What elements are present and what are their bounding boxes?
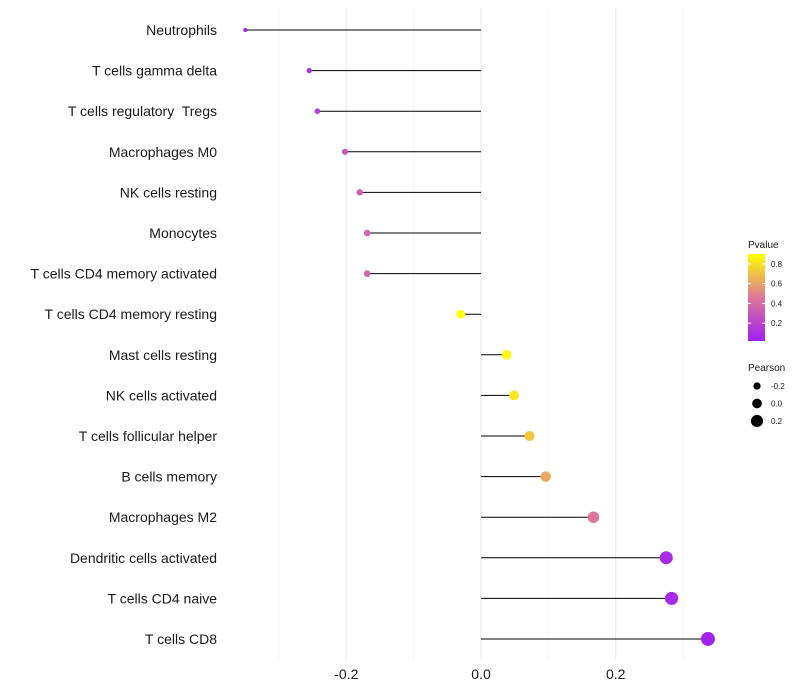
lollipop-point: [524, 430, 535, 442]
lollipop-point: [456, 309, 466, 319]
pearson-size-key: [753, 382, 761, 390]
point-layer: [243, 28, 715, 646]
pearson-legend-title: Pearson: [748, 363, 785, 374]
lollipop-point: [356, 189, 364, 196]
stem-layer: [245, 29, 708, 640]
category-label: Mast cells resting: [109, 347, 217, 363]
colorbar-tick-label: 0.4: [771, 299, 783, 308]
lollipop-point: [306, 67, 312, 74]
lollipop-point: [243, 28, 248, 32]
category-label: Macrophages M0: [109, 144, 217, 160]
x-tick-label: 0.0: [471, 666, 491, 682]
pearson-size-label: 0.2: [771, 417, 783, 426]
lollipop-point: [659, 551, 673, 565]
lollipop-point: [665, 591, 679, 605]
lollipop-point: [540, 471, 551, 482]
category-label: Macrophages M2: [109, 509, 217, 525]
x-tick-label: 0.2: [606, 666, 626, 682]
category-label: Monocytes: [149, 225, 217, 241]
colorbar-tick-label: 0.8: [771, 260, 783, 269]
category-label: T cells CD8: [145, 631, 217, 647]
lollipop-point: [587, 511, 600, 523]
lollipop-point: [509, 390, 519, 401]
pvalue-legend-title: Pvalue: [748, 240, 779, 251]
category-label: T cells gamma delta: [92, 63, 217, 79]
category-label: NK cells activated: [106, 387, 217, 403]
pearson-size-label: -0.2: [771, 382, 785, 391]
lollipop-point: [501, 349, 512, 360]
category-label: T cells CD4 memory resting: [45, 306, 217, 322]
pearson-size-label: 0.0: [771, 400, 783, 409]
category-labels: Neutrophils T cells gamma delta T cells re…: [31, 22, 218, 647]
category-label: NK cells resting: [120, 184, 217, 200]
pearson-size-key: [752, 398, 762, 409]
lollipop-point: [700, 632, 715, 646]
lollipop-point: [363, 229, 371, 237]
category-label: Neutrophils: [146, 22, 217, 38]
pvalue-colorbar: [748, 254, 765, 341]
category-label: T cells CD4 naive: [108, 590, 218, 606]
lollipop-point: [341, 148, 349, 155]
category-label: T cells regulatory Tregs: [68, 103, 217, 119]
colorbar-tick-label: 0.2: [771, 319, 783, 328]
category-label: T cells follicular helper: [79, 428, 218, 444]
colorbar-tick-label: 0.6: [771, 280, 783, 289]
lollipop-point: [363, 270, 371, 277]
x-axis-ticks: -0.2 0.0 0.2: [334, 666, 625, 682]
pearson-size-key: [750, 414, 764, 428]
category-label: B cells memory: [121, 469, 217, 485]
category-label: Dendritic cells activated: [70, 550, 217, 566]
grid-layer: [278, 8, 684, 660]
x-tick-label: -0.2: [334, 666, 358, 682]
category-label: T cells CD4 memory activated: [31, 266, 217, 282]
lollipop-point: [314, 108, 321, 114]
legend: Pvalue Pearson 0.8 0.6 0.4 0.2 -0.2 0.0 0.2: [748, 240, 785, 428]
